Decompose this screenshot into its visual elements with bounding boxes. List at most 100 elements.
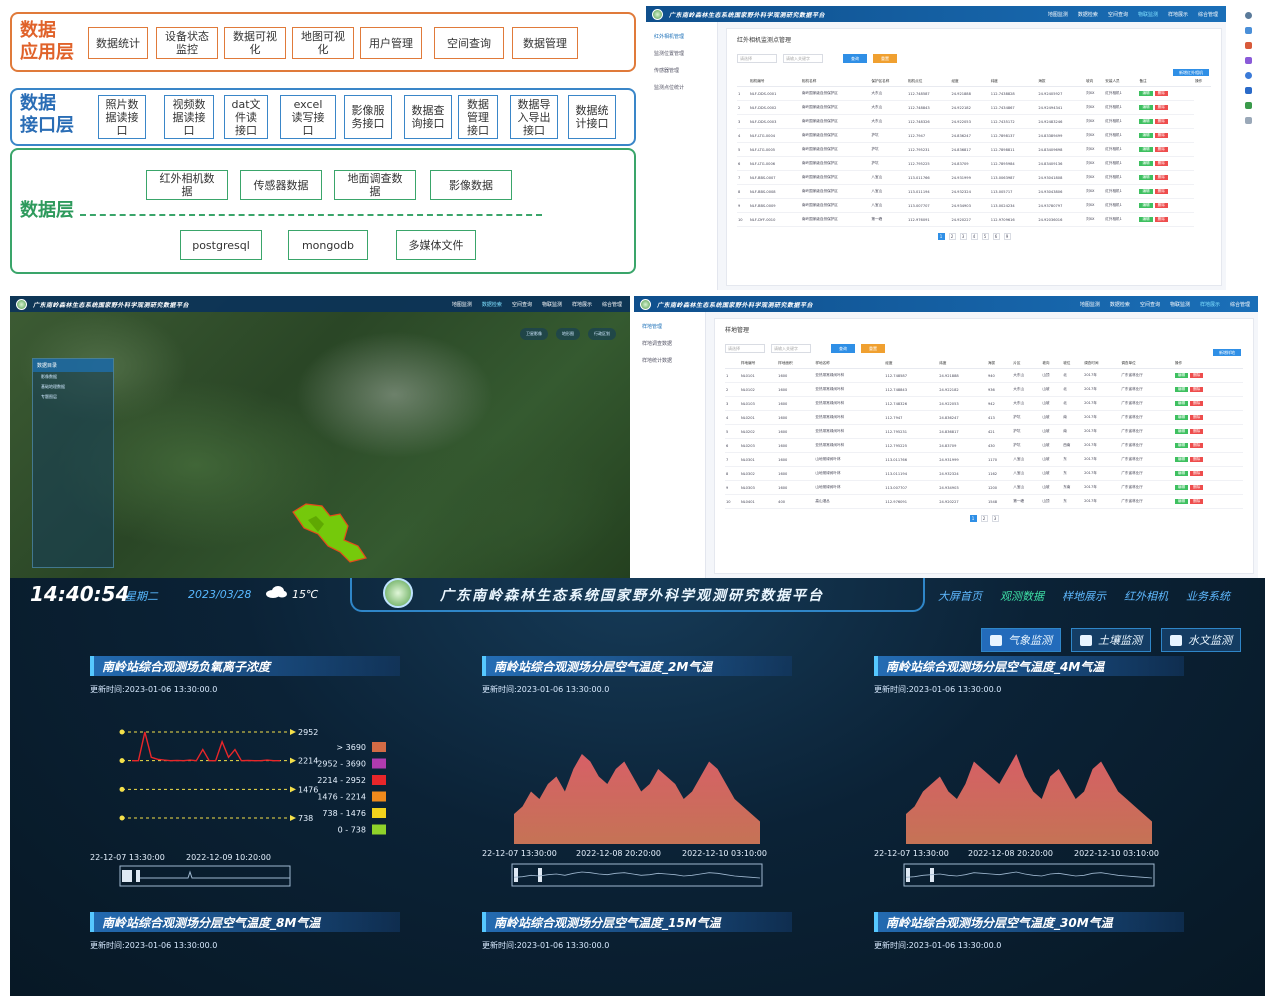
monitoring-area-polygon[interactable]: [292, 503, 367, 563]
dashboard-nav-item[interactable]: 红外相机: [1124, 590, 1168, 603]
edit-button[interactable]: 编辑: [1139, 147, 1153, 152]
sidebar-item[interactable]: 监测点位统计: [654, 85, 685, 91]
monitor-tab[interactable]: 水文监测: [1161, 628, 1241, 652]
edit-button[interactable]: 编辑: [1139, 119, 1153, 124]
map-layer-button[interactable]: 卫星影像: [520, 328, 548, 340]
edit-button[interactable]: 编辑: [1174, 401, 1189, 406]
page-button[interactable]: 2: [948, 233, 956, 240]
edit-button[interactable]: 编辑: [1139, 105, 1153, 110]
edit-button[interactable]: 编辑: [1139, 189, 1153, 194]
dashboard-nav-item[interactable]: 样地展示: [1062, 590, 1106, 603]
delete-button[interactable]: 删除: [1190, 471, 1204, 476]
nav-item[interactable]: 样地展示: [1199, 301, 1220, 308]
monitor-tab[interactable]: 土壤监测: [1071, 628, 1151, 652]
delete-button[interactable]: 删除: [1154, 217, 1168, 222]
page-button[interactable]: 3: [991, 515, 999, 522]
edit-button[interactable]: 编辑: [1139, 91, 1153, 96]
page-button[interactable]: 2: [980, 515, 988, 522]
delete-button[interactable]: 删除: [1154, 119, 1168, 124]
dashboard-nav-item[interactable]: 观测数据: [1000, 590, 1044, 603]
nav-item[interactable]: 空间查询: [1139, 301, 1160, 308]
search-icon[interactable]: [1244, 12, 1252, 19]
edit-button[interactable]: 编辑: [1139, 133, 1153, 138]
delete-button[interactable]: 删除: [1154, 133, 1168, 138]
nav-item[interactable]: 综合管理: [1229, 301, 1250, 308]
dashboard-nav-item[interactable]: 业务系统: [1186, 590, 1230, 603]
plot-reset-button[interactable]: 重置: [861, 344, 885, 353]
delete-button[interactable]: 删除: [1190, 443, 1204, 448]
edit-button[interactable]: 编辑: [1174, 471, 1189, 476]
catalog-item[interactable]: 基础地理数据: [41, 384, 65, 389]
camera-query-button[interactable]: 查询: [843, 54, 867, 63]
nav-item[interactable]: 地图监测: [1079, 301, 1100, 308]
page-button[interactable]: 1: [937, 233, 945, 240]
edit-button[interactable]: 编辑: [1174, 429, 1189, 434]
delete-button[interactable]: 删除: [1190, 373, 1204, 378]
delete-button[interactable]: 删除: [1190, 401, 1204, 406]
delete-button[interactable]: 删除: [1190, 485, 1204, 490]
nav-item[interactable]: 数据检索: [1109, 301, 1130, 308]
map-layer-button[interactable]: 地形图: [556, 328, 580, 340]
delete-button[interactable]: 删除: [1154, 105, 1168, 110]
edit-button[interactable]: 编辑: [1174, 499, 1189, 504]
pen-icon[interactable]: [1244, 27, 1252, 34]
plot-add-button[interactable]: 新增样地: [1213, 349, 1241, 356]
nav-item[interactable]: 样地展示: [571, 301, 592, 308]
page-button[interactable]: 6: [992, 233, 1000, 240]
delete-button[interactable]: 删除: [1154, 203, 1168, 208]
sidebar-item[interactable]: 样地调查数据: [642, 341, 673, 347]
sidebar-item[interactable]: 样地统计数据: [642, 358, 673, 364]
page-button[interactable]: 5: [981, 233, 989, 240]
edit-button[interactable]: 编辑: [1139, 175, 1153, 180]
sidebar-item[interactable]: 传感器管理: [654, 68, 680, 74]
delete-button[interactable]: 删除: [1154, 147, 1168, 152]
plot-query-button[interactable]: 查询: [831, 344, 855, 353]
edit-button[interactable]: 编辑: [1139, 217, 1153, 222]
nav-item[interactable]: 空间查询: [1107, 11, 1128, 18]
edit-button[interactable]: 编辑: [1174, 485, 1189, 490]
nav-item[interactable]: 物联监测: [1137, 11, 1158, 18]
catalog-item[interactable]: 影像数据: [41, 374, 57, 379]
page-button[interactable]: 4: [970, 233, 978, 240]
delete-button[interactable]: 删除: [1154, 91, 1168, 96]
delete-button[interactable]: 删除: [1190, 499, 1204, 504]
delete-button[interactable]: 删除: [1190, 387, 1204, 392]
sidebar-item[interactable]: 样地管理: [642, 324, 663, 330]
plot-select[interactable]: 请选择: [725, 344, 765, 353]
delete-button[interactable]: 删除: [1190, 429, 1204, 434]
delete-button[interactable]: 删除: [1190, 415, 1204, 420]
circle-icon[interactable]: [1244, 72, 1252, 79]
delete-button[interactable]: 删除: [1154, 175, 1168, 180]
tree-icon[interactable]: [1244, 102, 1252, 109]
delete-button[interactable]: 删除: [1190, 457, 1204, 462]
edit-button[interactable]: 编辑: [1174, 457, 1189, 462]
nav-item[interactable]: 地图监测: [1047, 11, 1068, 18]
plot-search-input[interactable]: 请输入关键字: [771, 344, 811, 353]
person-icon[interactable]: [1244, 57, 1252, 64]
delete-button[interactable]: 删除: [1154, 189, 1168, 194]
edit-button[interactable]: 编辑: [1174, 415, 1189, 420]
delete-button[interactable]: 删除: [1154, 161, 1168, 166]
edit-button[interactable]: 编辑: [1174, 373, 1189, 378]
outlook-icon[interactable]: [1244, 87, 1252, 94]
edit-button[interactable]: 编辑: [1174, 387, 1189, 392]
catalog-item[interactable]: 专题图层: [41, 394, 57, 399]
page-button[interactable]: 9: [1003, 233, 1011, 240]
nav-item[interactable]: 样地展示: [1167, 11, 1188, 18]
briefcase-icon[interactable]: [1244, 42, 1252, 49]
dashboard-nav-item[interactable]: 大屏首页: [938, 590, 982, 603]
sidebar-item[interactable]: 监测位置管理: [654, 51, 685, 57]
page-button[interactable]: 3: [959, 233, 967, 240]
sidebar-item[interactable]: 红外相机管理: [654, 34, 685, 40]
camera-select[interactable]: 请选择: [737, 54, 777, 63]
camera-search-input[interactable]: 请输入关键字: [783, 54, 823, 63]
nav-item[interactable]: 物联监测: [1169, 301, 1190, 308]
plus-icon[interactable]: [1244, 117, 1252, 124]
nav-item[interactable]: 数据检索: [481, 301, 502, 308]
nav-item[interactable]: 物联监测: [541, 301, 562, 308]
nav-item[interactable]: 空间查询: [511, 301, 532, 308]
map-layer-button[interactable]: 行政区划: [588, 328, 616, 340]
nav-item[interactable]: 地图监测: [451, 301, 472, 308]
edit-button[interactable]: 编辑: [1174, 443, 1189, 448]
camera-add-button[interactable]: 新增红外相机: [1173, 69, 1209, 76]
